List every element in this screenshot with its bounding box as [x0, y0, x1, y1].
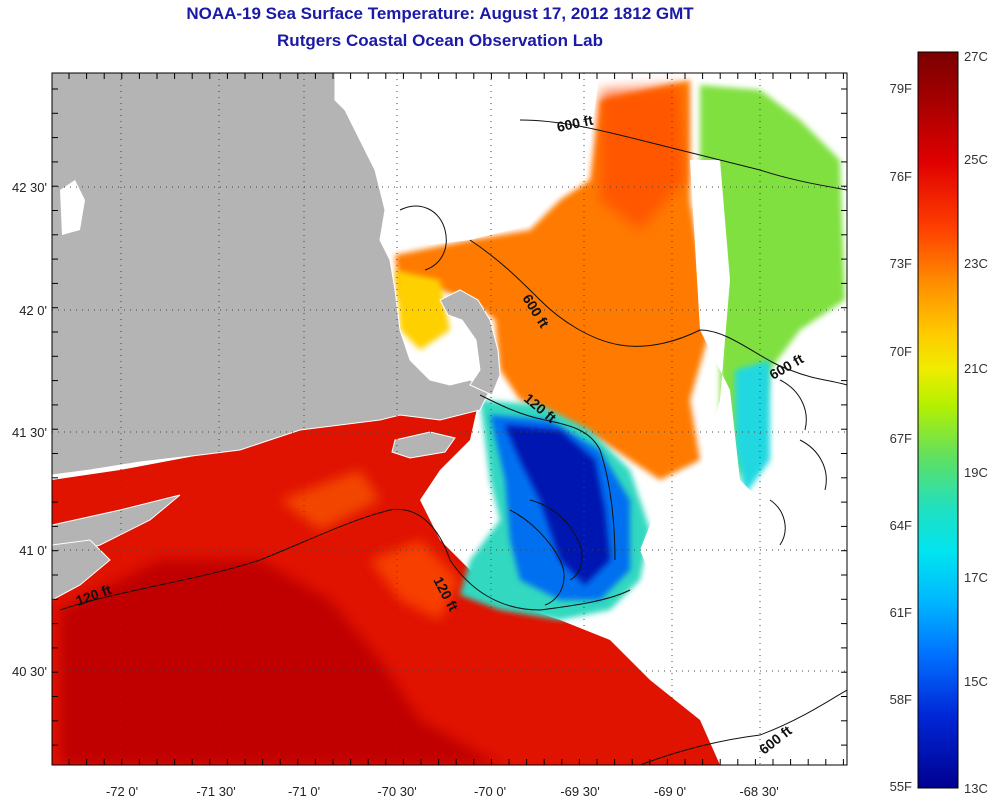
contour-600ft-center [469, 239, 847, 386]
contour-120ft-cape [479, 394, 616, 561]
colorbar-gradient [917, 51, 959, 789]
lat-label: 42 30' [12, 180, 47, 195]
colorbar-fahrenheit-labels: 79F 76F 73F 70F 67F 64F 61F 58F 55F [890, 81, 912, 794]
longitude-axis: -72 0' -71 30' -71 0' -70 30' -70 0' -69… [106, 784, 779, 799]
lon-label: -71 30' [196, 784, 235, 799]
lon-label: -70 0' [474, 784, 506, 799]
deep-red-patch [60, 560, 500, 765]
lon-label: -70 30' [377, 784, 416, 799]
celsius-label: 21C [964, 361, 988, 376]
no-data-patch-sw [690, 640, 730, 690]
fahrenheit-label: 79F [890, 81, 912, 96]
map-title: NOAA-19 Sea Surface Temperature: August … [186, 4, 694, 23]
lat-label: 41 0' [19, 543, 47, 558]
celsius-label: 15C [964, 674, 988, 689]
fahrenheit-label: 55F [890, 779, 912, 794]
contour-600ft-south [639, 689, 847, 765]
lat-label: 42 0' [19, 303, 47, 318]
graticule [52, 73, 847, 765]
celsius-label: 19C [964, 465, 988, 480]
yellow-bay [395, 270, 450, 350]
celsius-label: 13C [964, 781, 988, 796]
celsius-label: 25C [964, 152, 988, 167]
map-plot-area [52, 73, 847, 765]
latitude-axis: 42 30' 42 0' 41 30' 41 0' 40 30' [12, 180, 47, 679]
orange-streak [370, 540, 460, 620]
lat-label: 41 30' [12, 425, 47, 440]
contour-label: 600 ft [555, 112, 594, 135]
contour-600ft-north [519, 119, 847, 191]
lon-label: -69 30' [560, 784, 599, 799]
fahrenheit-label: 61F [890, 605, 912, 620]
fahrenheit-label: 64F [890, 518, 912, 533]
contour-east-3 [769, 499, 786, 546]
orange-red-patch [600, 85, 685, 230]
land-cape-cod [439, 289, 501, 396]
contour-120ft [59, 508, 631, 611]
fahrenheit-label: 76F [890, 169, 912, 184]
colorbar-celsius-labels: 27C 25C 23C 21C 19C 17C 15C 13C [964, 49, 988, 796]
map-subtitle: Rutgers Coastal Ocean Observation Lab [277, 31, 603, 50]
no-data-east [640, 160, 847, 765]
lon-label: -71 0' [288, 784, 320, 799]
land-southwest [52, 539, 111, 601]
celsius-label: 27C [964, 49, 988, 64]
fahrenheit-label: 73F [890, 256, 912, 271]
celsius-label: 17C [964, 570, 988, 585]
temperature-colorbar: 79F 76F 73F 70F 67F 64F 61F 58F 55F 27C … [890, 49, 988, 796]
celsius-label: 23C [964, 256, 988, 271]
contour-east-1 [779, 379, 807, 431]
lon-label: -68 30' [739, 784, 778, 799]
cold-core [505, 425, 610, 585]
cyan-water-east [735, 360, 770, 495]
plot-frame [51, 72, 848, 766]
fahrenheit-label: 70F [890, 344, 912, 359]
contour-banks-2 [529, 499, 583, 581]
axis-ticks [52, 73, 847, 765]
land-island-white [60, 180, 85, 235]
lon-label: -72 0' [106, 784, 138, 799]
contour-gulf [399, 205, 447, 271]
fahrenheit-label: 58F [890, 692, 912, 707]
lon-label: -69 0' [654, 784, 686, 799]
lat-label: 40 30' [12, 664, 47, 679]
land-massachusetts [52, 73, 491, 476]
orange-streak-2 [280, 470, 380, 530]
bathymetry-contours [59, 119, 847, 765]
contour-banks-1 [509, 509, 565, 606]
contour-east-2 [799, 439, 827, 491]
fahrenheit-label: 67F [890, 431, 912, 446]
